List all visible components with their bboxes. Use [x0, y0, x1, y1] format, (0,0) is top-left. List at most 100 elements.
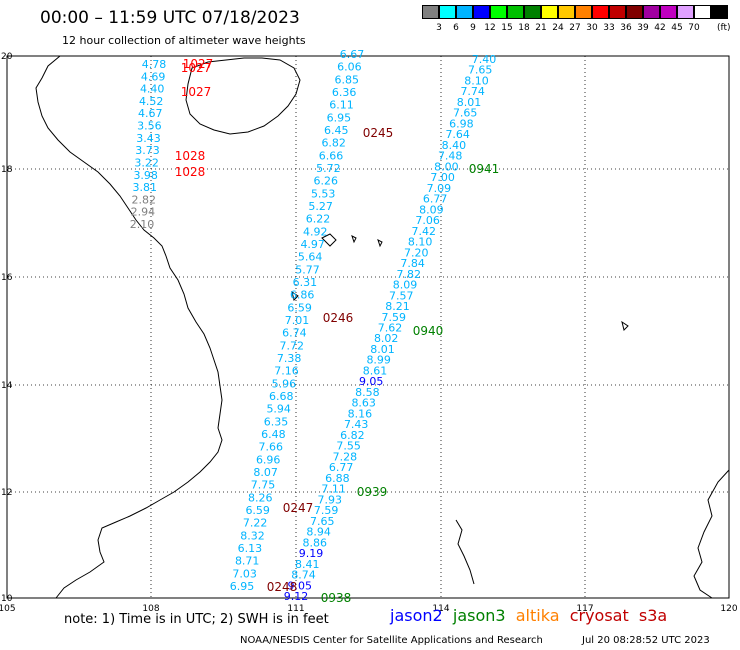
wave-height-value: 8.26 [248, 491, 273, 504]
wave-height-value: 4.78 [142, 58, 167, 71]
wave-height-value: 7.65 [310, 515, 335, 528]
wave-height-value: 8.01 [457, 96, 482, 109]
colorbar-swatch [677, 5, 694, 19]
coastline-philippines [693, 469, 730, 599]
lat-tick-label: 10 [1, 594, 13, 604]
wave-height-value: 6.82 [340, 429, 365, 442]
colorbar-swatch [592, 5, 609, 19]
colorbar-label: 39 [637, 23, 649, 33]
wave-height-value: 8.07 [253, 466, 278, 479]
coastline-mainland [35, 55, 223, 599]
wave-height-value: 9.19 [299, 547, 324, 560]
colorbar-swatch [711, 5, 728, 19]
colorbar-swatch [524, 5, 541, 19]
wave-height-value: 7.62 [378, 322, 403, 335]
colorbar-swatch [694, 5, 711, 19]
wave-height-value: 6.35 [264, 415, 289, 428]
wave-height-value: 8.40 [442, 139, 467, 152]
wave-height-value: 3.73 [135, 144, 160, 157]
wave-height-value: 6.13 [238, 542, 263, 555]
footer-source: NOAA/NESDIS Center for Satellite Applica… [240, 635, 543, 646]
wave-height-value: 5.53 [311, 187, 336, 200]
wave-height-value: 3.81 [133, 181, 158, 194]
island-c [377, 239, 383, 248]
colorbar-label: 15 [501, 23, 513, 33]
wave-height-value: 8.86 [303, 536, 328, 549]
colorbar-swatch [490, 5, 507, 19]
colorbar-label: 36 [620, 23, 632, 33]
wave-height-value: 6.31 [293, 276, 318, 289]
wave-height-value: 7.00 [430, 171, 455, 184]
pass-time-label: 1027 [181, 85, 212, 99]
coastline-hainan [185, 57, 301, 135]
wave-height-value: 6.48 [261, 428, 286, 441]
pass-time-label: 0939 [357, 485, 388, 499]
wave-height-value: 4.92 [303, 225, 328, 238]
island-e [621, 320, 629, 331]
wave-height-value: 3.43 [136, 132, 161, 145]
wave-height-value: 6.96 [256, 453, 281, 466]
lat-tick-label: 18 [1, 165, 13, 175]
lat-tick-label: 16 [1, 273, 13, 283]
wave-height-value: 7.72 [280, 339, 305, 352]
colorbar-label: 21 [535, 23, 547, 33]
colorbar-label: 33 [603, 23, 615, 33]
wave-height-value: 6.95 [230, 580, 255, 593]
wave-height-value: 4.67 [138, 107, 163, 120]
island-b [351, 235, 357, 244]
wave-height-value: 6.45 [324, 124, 349, 137]
wave-height-value: 6.36 [332, 86, 357, 99]
pass-time-label: 1028 [175, 165, 206, 179]
wave-height-value: 6.88 [325, 472, 350, 485]
wave-height-value: 5.64 [298, 251, 323, 264]
colorbar-swatch [626, 5, 643, 19]
lon-tick-label: 120 [720, 604, 737, 614]
colorbar-label: 42 [654, 23, 666, 33]
lon-tick-label: 114 [432, 604, 449, 614]
wave-height-value: 6.59 [287, 301, 312, 314]
wave-height-value: 7.01 [285, 314, 310, 327]
colorbar-swatch [643, 5, 660, 19]
colorbar-swatch [456, 5, 473, 19]
legend-item-s3a: s3a [628, 606, 668, 625]
pass-time-label: 0941 [469, 162, 500, 176]
wave-height-value: 8.09 [419, 203, 444, 216]
wave-height-value: 6.77 [423, 193, 448, 206]
note-text: note: 1) Time is in UTC; 2) SWH is in fe… [64, 612, 329, 627]
colorbar-swatch [439, 5, 456, 19]
colorbar-label: 30 [586, 23, 598, 33]
chart-subtitle: 12 hour collection of altimeter wave hei… [62, 34, 306, 47]
wave-height-value: 8.16 [348, 407, 373, 420]
colorbar-label: 6 [453, 23, 459, 33]
wave-height-value: 8.21 [385, 300, 410, 313]
wave-height-value: 7.65 [453, 107, 478, 120]
wave-height-value: 2.10 [130, 218, 155, 231]
colorbar-label: 12 [484, 23, 496, 33]
wave-height-value: 6.26 [314, 175, 339, 188]
wave-height-value: 8.01 [370, 343, 395, 356]
pass-time-label: 1027 [183, 57, 214, 71]
wave-height-value: 7.75 [251, 479, 276, 492]
wave-height-value: 2.94 [131, 206, 156, 219]
track-s3a-nearshore: 4.784.694.404.524.673.563.433.733.223.98… [130, 58, 167, 231]
wave-height-value: 8.09 [393, 279, 418, 292]
wave-height-value: 8.10 [464, 75, 489, 88]
wave-height-value: 6.67 [340, 48, 365, 61]
wave-height-value: 8.32 [240, 529, 265, 542]
colorbar-swatch [422, 5, 439, 19]
colorbar-label: 9 [470, 23, 476, 33]
wave-height-value: 7.55 [336, 440, 361, 453]
wave-height-value: 7.43 [344, 418, 369, 431]
wave-height-value: 6.95 [327, 111, 352, 124]
colorbar-unit: (ft) [717, 23, 731, 33]
colorbar-label: 3 [436, 23, 442, 33]
wave-height-value: 7.06 [415, 214, 440, 227]
colorbar-swatch [575, 5, 592, 19]
colorbar-swatch [473, 5, 490, 19]
wave-height-value: 8.63 [351, 397, 376, 410]
lon-tick-label: 111 [287, 604, 304, 614]
wave-height-value: 6.82 [321, 137, 346, 150]
wave-height-value: 7.20 [404, 246, 429, 259]
wave-height-value: 7.40 [472, 53, 497, 66]
